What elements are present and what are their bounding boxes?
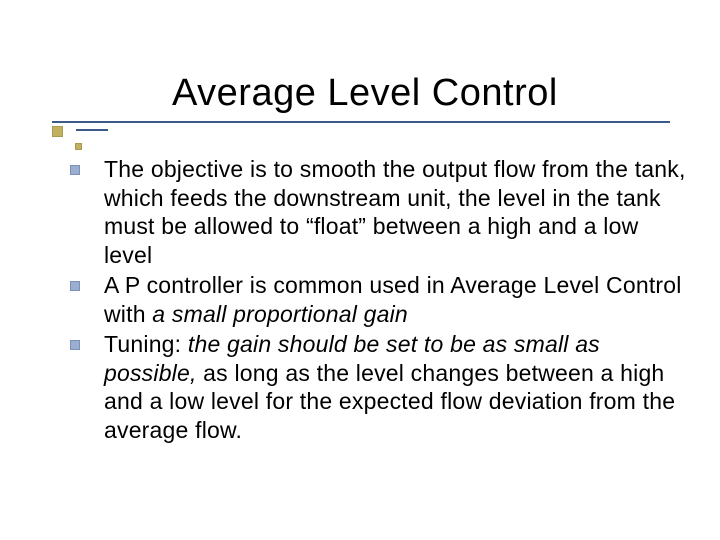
underline-long — [52, 121, 670, 123]
bullet-text: Tuning: the gain should be set to be as … — [104, 330, 690, 444]
text-segment: The objective is to smooth the output fl… — [104, 156, 686, 268]
bullet-item: Tuning: the gain should be set to be as … — [62, 330, 690, 444]
bullet-square-icon — [70, 165, 80, 175]
underline-short — [76, 129, 108, 131]
text-segment-italic: a small proportional gain — [152, 301, 408, 327]
bullet-square-icon — [70, 340, 80, 350]
bullet-item: A P controller is common used in Average… — [62, 271, 690, 328]
text-segment: Tuning: — [104, 331, 188, 357]
bullet-square-icon — [70, 281, 80, 291]
body-content: The objective is to smooth the output fl… — [62, 155, 690, 444]
title-block: Average Level Control — [42, 72, 720, 131]
accent-square-icon — [52, 126, 63, 137]
slide: Average Level Control The objective is t… — [0, 0, 720, 540]
bullet-text: A P controller is common used in Average… — [104, 271, 690, 328]
bullet-text: The objective is to smooth the output fl… — [104, 155, 690, 269]
accent-square-small-icon — [75, 143, 82, 150]
slide-title: Average Level Control — [42, 72, 720, 121]
bullet-item: The objective is to smooth the output fl… — [62, 155, 690, 269]
